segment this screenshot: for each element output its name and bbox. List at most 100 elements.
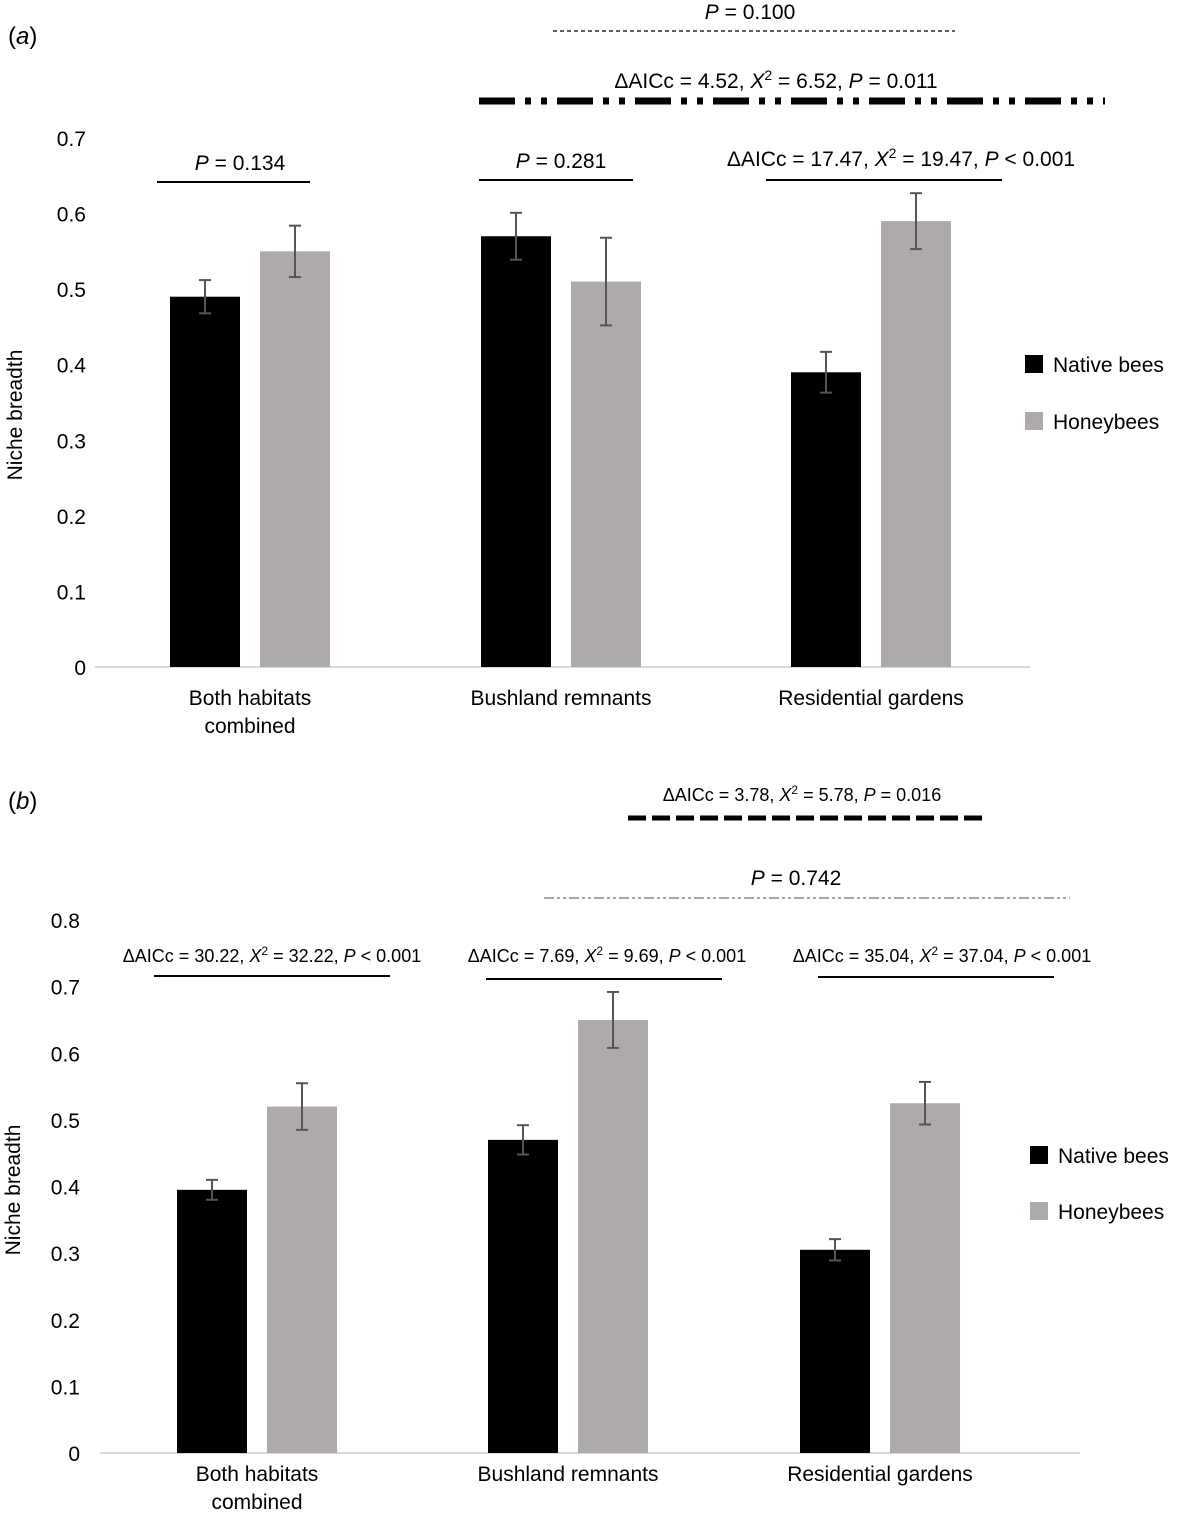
significance-label: ΔAICc = 17.47, X2 = 19.47, P < 0.001 (727, 145, 1075, 171)
category-label: Residential gardens (787, 1463, 973, 1486)
legend-label: Native bees (1053, 354, 1164, 377)
significance-label-part: X (778, 785, 792, 805)
significance-label-part: P (1014, 946, 1026, 966)
significance-label-part: ΔAICc = 35.04, (793, 946, 920, 966)
significance-label-part: ΔAICc = 7.69, (468, 946, 585, 966)
category-label: Both habitats (189, 687, 312, 710)
significance-label-part: P (195, 152, 209, 175)
significance-label-part: ΔAICc = 17.47, (727, 148, 875, 171)
bar-honeybees (571, 281, 641, 667)
significance-label: ΔAICc = 3.78, X2 = 5.78, P = 0.016 (663, 783, 941, 805)
significance-label-part: P (669, 946, 681, 966)
category-label: Residential gardens (778, 687, 964, 710)
significance-label-part: = 0.100 (719, 1, 795, 24)
y-tick-label: 0.5 (57, 279, 86, 302)
category-label: combined (204, 715, 295, 738)
y-tick-label: 0.2 (57, 506, 86, 529)
significance-label-part: X (749, 70, 765, 93)
significance-label-part: < 0.001 (356, 946, 422, 966)
bar-native-bees (800, 1249, 870, 1453)
significance-label-part: ΔAICc = 4.52, (614, 70, 750, 93)
bar-honeybees (578, 1019, 648, 1453)
legend-label: Honeybees (1058, 1201, 1164, 1224)
panel-label: (a) (8, 23, 37, 50)
panel-b: (b) Niche breadth 0 0.1 0.2 0.3 0.4 0.5 0.6 0.7 0.… (2, 783, 1169, 1514)
bar-native-bees (170, 296, 240, 667)
significance-label-part: = 37.04, (938, 946, 1014, 966)
significance-label-part: X (874, 148, 890, 171)
significance-label: ΔAICc = 7.69, X2 = 9.69, P < 0.001 (468, 944, 746, 966)
significance-label-part: 2 (596, 944, 603, 958)
y-axis-label: Niche breadth (4, 350, 27, 481)
significance-label: ΔAICc = 35.04, X2 = 37.04, P < 0.001 (793, 944, 1091, 966)
category-label: combined (211, 1491, 302, 1514)
legend-swatch-honeybees (1025, 412, 1043, 430)
significance-label-part: 2 (764, 67, 772, 83)
category-label: Bushland remnants (478, 1463, 659, 1486)
panel-label-paren: ) (29, 788, 37, 815)
significance-label-part: = 19.47, (896, 148, 984, 171)
significance-label-part: 2 (791, 783, 798, 797)
y-tick-label: 0.1 (51, 1376, 80, 1399)
significance-label: ΔAICc = 4.52, X2 = 6.52, P = 0.011 (614, 67, 937, 93)
significance-label-part: 2 (931, 944, 938, 958)
panel-label: (b) (8, 788, 37, 815)
significance-label-part: = 5.78, (798, 785, 864, 805)
significance-label-part: 2 (889, 145, 897, 161)
significance-label-part: = 0.281 (530, 150, 606, 173)
y-tick-label: 0.5 (51, 1110, 80, 1133)
y-tick-label: 0.3 (57, 430, 86, 453)
panel-label-letter: b (16, 788, 29, 815)
significance-label-part: = 0.134 (209, 152, 286, 175)
significance-label-part: ΔAICc = 3.78, (663, 785, 780, 805)
significance-label-part: ΔAICc = 30.22, (123, 946, 250, 966)
significance-label-part: < 0.001 (1026, 946, 1092, 966)
significance-label-part: P (705, 1, 719, 24)
legend-swatch-native-bees (1025, 355, 1043, 373)
significance-label-part: = 32.22, (268, 946, 344, 966)
significance-label-part: 2 (261, 944, 268, 958)
bar-native-bees (177, 1189, 247, 1453)
significance-label-part: < 0.001 (999, 148, 1075, 171)
significance-label-part: = 6.52, (772, 70, 848, 93)
legend-label: Native bees (1058, 1145, 1169, 1168)
significance-label-part: = 9.69, (603, 946, 669, 966)
y-tick-label: 0 (74, 657, 86, 680)
y-tick-label: 0.7 (57, 128, 86, 151)
legend-swatch-native-bees (1030, 1146, 1048, 1164)
panel-a: (a) Niche breadth 0 0.1 0.2 0.3 0.4 0.5 0.6 0.7 Bo… (4, 1, 1164, 738)
significance-label-part: < 0.001 (681, 946, 747, 966)
significance-label-part: P (864, 785, 876, 805)
legend-swatch-honeybees (1030, 1202, 1048, 1220)
bar-honeybees (881, 221, 951, 667)
significance-label: P = 0.281 (516, 150, 607, 173)
bar-native-bees (791, 372, 861, 667)
significance-label: ΔAICc = 30.22, X2 = 32.22, P < 0.001 (123, 944, 421, 966)
y-tick-label: 0.7 (51, 977, 80, 1000)
panel-label-paren: ) (29, 23, 37, 50)
y-tick-label: 0.6 (51, 1043, 80, 1066)
significance-label-part: = 0.011 (863, 70, 938, 93)
significance-label: P = 0.134 (195, 152, 286, 175)
bar-native-bees (481, 236, 551, 667)
category-label: Both habitats (196, 1463, 319, 1486)
panel-label-paren: ( (8, 23, 16, 50)
significance-label-part: X (583, 946, 597, 966)
y-axis-label: Niche breadth (2, 1125, 25, 1256)
bar-honeybees (260, 251, 330, 667)
panel-label-letter: a (16, 23, 29, 50)
y-tick-label: 0.4 (51, 1177, 81, 1200)
legend-label: Honeybees (1053, 411, 1159, 434)
significance-label-part: X (248, 946, 262, 966)
y-tick-label: 0.4 (57, 355, 87, 378)
significance-label-part: P (344, 946, 356, 966)
significance-label-part: P (751, 867, 765, 890)
bar-honeybees (267, 1106, 337, 1453)
y-tick-label: 0 (68, 1443, 80, 1466)
bar-native-bees (488, 1139, 558, 1453)
bar-honeybees (890, 1103, 960, 1453)
significance-label-part: = 0.016 (876, 785, 942, 805)
significance-label-part: = 0.742 (765, 867, 841, 890)
significance-label-part: P (985, 148, 999, 171)
